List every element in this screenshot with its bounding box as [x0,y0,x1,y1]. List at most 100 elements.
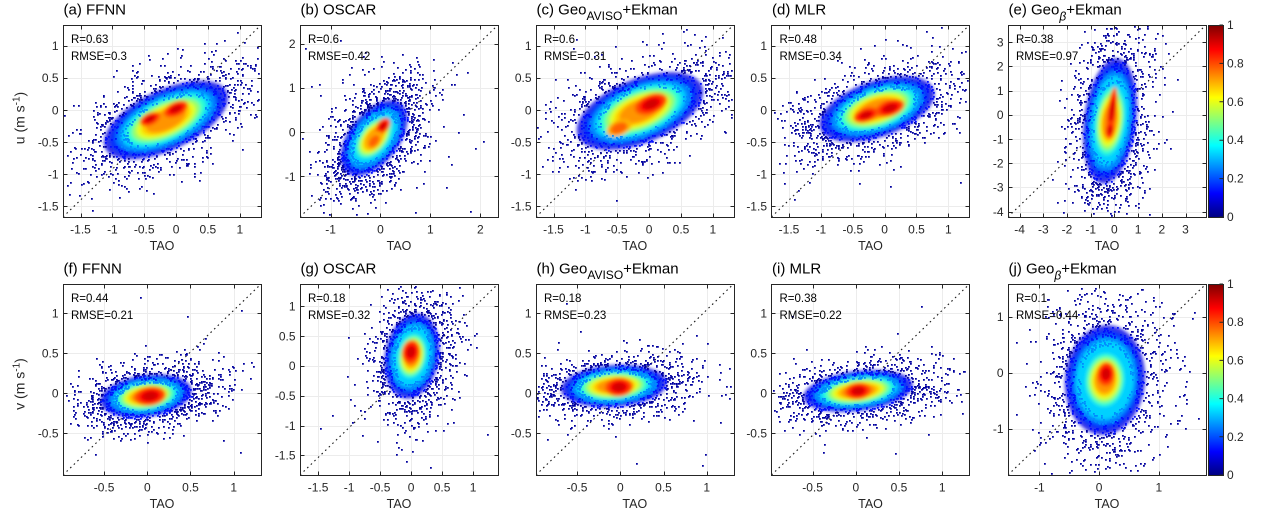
svg-text:TAO: TAO [622,239,647,253]
svg-text:-0.5: -0.5 [607,223,628,237]
svg-text:0: 0 [144,481,151,495]
svg-text:-1: -1 [756,167,767,181]
svg-text:1: 1 [703,481,710,495]
svg-text:1: 1 [945,223,952,237]
svg-text:R=0.6: R=0.6 [544,34,575,46]
svg-text:-0.5: -0.5 [746,427,767,441]
svg-text:-1.5: -1.5 [746,199,767,213]
svg-text:R=0.38: R=0.38 [1016,34,1053,46]
svg-text:-4: -4 [993,205,1004,219]
svg-text:-1.5: -1.5 [308,481,329,495]
svg-text:(a) FFNN: (a) FFNN [64,2,127,19]
svg-text:-1.5: -1.5 [779,223,800,237]
svg-text:-0.5: -0.5 [94,481,115,495]
svg-text:-1: -1 [580,223,591,237]
svg-text:0.5: 0.5 [750,71,767,85]
svg-text:-1: -1 [285,419,296,433]
svg-text:0.5: 0.5 [655,481,672,495]
svg-text:-1: -1 [107,223,118,237]
svg-text:1: 1 [1155,481,1162,495]
svg-text:(c) GeoAVISO​+Ekman: (c) GeoAVISO​+Ekman [537,2,678,24]
svg-text:R=0.44: R=0.44 [71,293,109,305]
svg-text:0: 0 [408,481,415,495]
svg-text:2: 2 [477,223,484,237]
svg-text:-3: -3 [1038,223,1049,237]
svg-text:1: 1 [52,307,59,321]
svg-text:RMSE=0.23: RMSE=0.23 [544,310,606,322]
svg-text:0: 0 [760,387,767,401]
svg-text:RMSE=0.22: RMSE=0.22 [780,310,842,322]
svg-text:TAO: TAO [387,239,412,253]
svg-text:0: 0 [997,366,1004,380]
svg-text:0: 0 [997,108,1004,122]
svg-text:0: 0 [289,359,296,373]
svg-text:0: 0 [289,126,296,140]
svg-text:0.2: 0.2 [1227,430,1244,444]
svg-text:TAO: TAO [858,239,883,253]
svg-text:1: 1 [289,300,296,314]
svg-text:-1.5: -1.5 [70,223,91,237]
svg-text:0.2: 0.2 [1227,172,1244,186]
svg-text:0.5: 0.5 [279,329,296,343]
svg-text:0: 0 [646,223,653,237]
svg-text:0: 0 [173,223,180,237]
svg-text:0: 0 [525,103,532,117]
svg-text:(h) GeoAVISO​+Ekman: (h) GeoAVISO​+Ekman [537,261,679,283]
svg-text:(g) OSCAR: (g) OSCAR [301,261,377,278]
svg-text:(i) MLR: (i) MLR [772,261,821,278]
svg-text:(d) MLR: (d) MLR [772,2,826,19]
svg-text:1: 1 [1135,223,1142,237]
svg-text:-1.5: -1.5 [511,199,532,213]
svg-text:-1: -1 [521,167,532,181]
svg-text:TAO: TAO [1095,239,1120,253]
svg-text:RMSE=0.32: RMSE=0.32 [308,310,370,322]
svg-text:0: 0 [852,481,859,495]
svg-text:0.5: 0.5 [182,481,199,495]
svg-text:0.5: 0.5 [200,223,217,237]
svg-text:0: 0 [1227,468,1234,482]
svg-text:0.5: 0.5 [515,347,532,361]
svg-text:-1: -1 [993,132,1004,146]
svg-text:0.4: 0.4 [1227,392,1244,406]
svg-text:(b) OSCAR: (b) OSCAR [301,2,377,19]
svg-text:1: 1 [1227,18,1234,32]
svg-text:-1: -1 [48,167,59,181]
svg-text:-2: -2 [1062,223,1073,237]
svg-text:-4: -4 [1014,223,1025,237]
svg-text:3: 3 [1182,223,1189,237]
svg-text:0.5: 0.5 [515,71,532,85]
svg-text:(f) FFNN: (f) FFNN [64,261,122,278]
svg-text:-0.5: -0.5 [38,135,59,149]
svg-text:2: 2 [289,37,296,51]
svg-text:TAO: TAO [387,497,412,511]
svg-text:0: 0 [52,103,59,117]
svg-text:0: 0 [617,481,624,495]
svg-text:1: 1 [760,39,767,53]
svg-text:0: 0 [1227,210,1234,224]
svg-text:-1.5: -1.5 [543,223,564,237]
svg-text:-1.5: -1.5 [38,199,59,213]
svg-text:-0.5: -0.5 [370,481,391,495]
svg-text:TAO: TAO [1095,497,1120,511]
svg-text:RMSE=0.42: RMSE=0.42 [308,51,370,63]
svg-text:1: 1 [939,481,946,495]
svg-text:-3: -3 [993,181,1004,195]
svg-text:-0.5: -0.5 [275,389,296,403]
svg-text:-0.5: -0.5 [746,135,767,149]
svg-text:-0.5: -0.5 [38,427,59,441]
svg-text:-2: -2 [993,157,1004,171]
svg-text:R=0.38: R=0.38 [780,293,817,305]
svg-text:1: 1 [230,481,237,495]
svg-text:(j) Geoβ​+Ekman: (j) Geoβ​+Ekman [1009,261,1117,283]
svg-text:-0.5: -0.5 [842,223,863,237]
svg-text:-0.5: -0.5 [511,427,532,441]
svg-text:TAO: TAO [858,497,883,511]
svg-text:0.5: 0.5 [908,223,925,237]
svg-text:1: 1 [289,81,296,95]
svg-text:0.8: 0.8 [1227,56,1244,70]
svg-text:0.6: 0.6 [1227,353,1244,367]
svg-text:2: 2 [1158,223,1165,237]
svg-text:-1: -1 [344,481,355,495]
svg-text:RMSE=0.97: RMSE=0.97 [1016,51,1078,63]
svg-text:1: 1 [525,307,532,321]
